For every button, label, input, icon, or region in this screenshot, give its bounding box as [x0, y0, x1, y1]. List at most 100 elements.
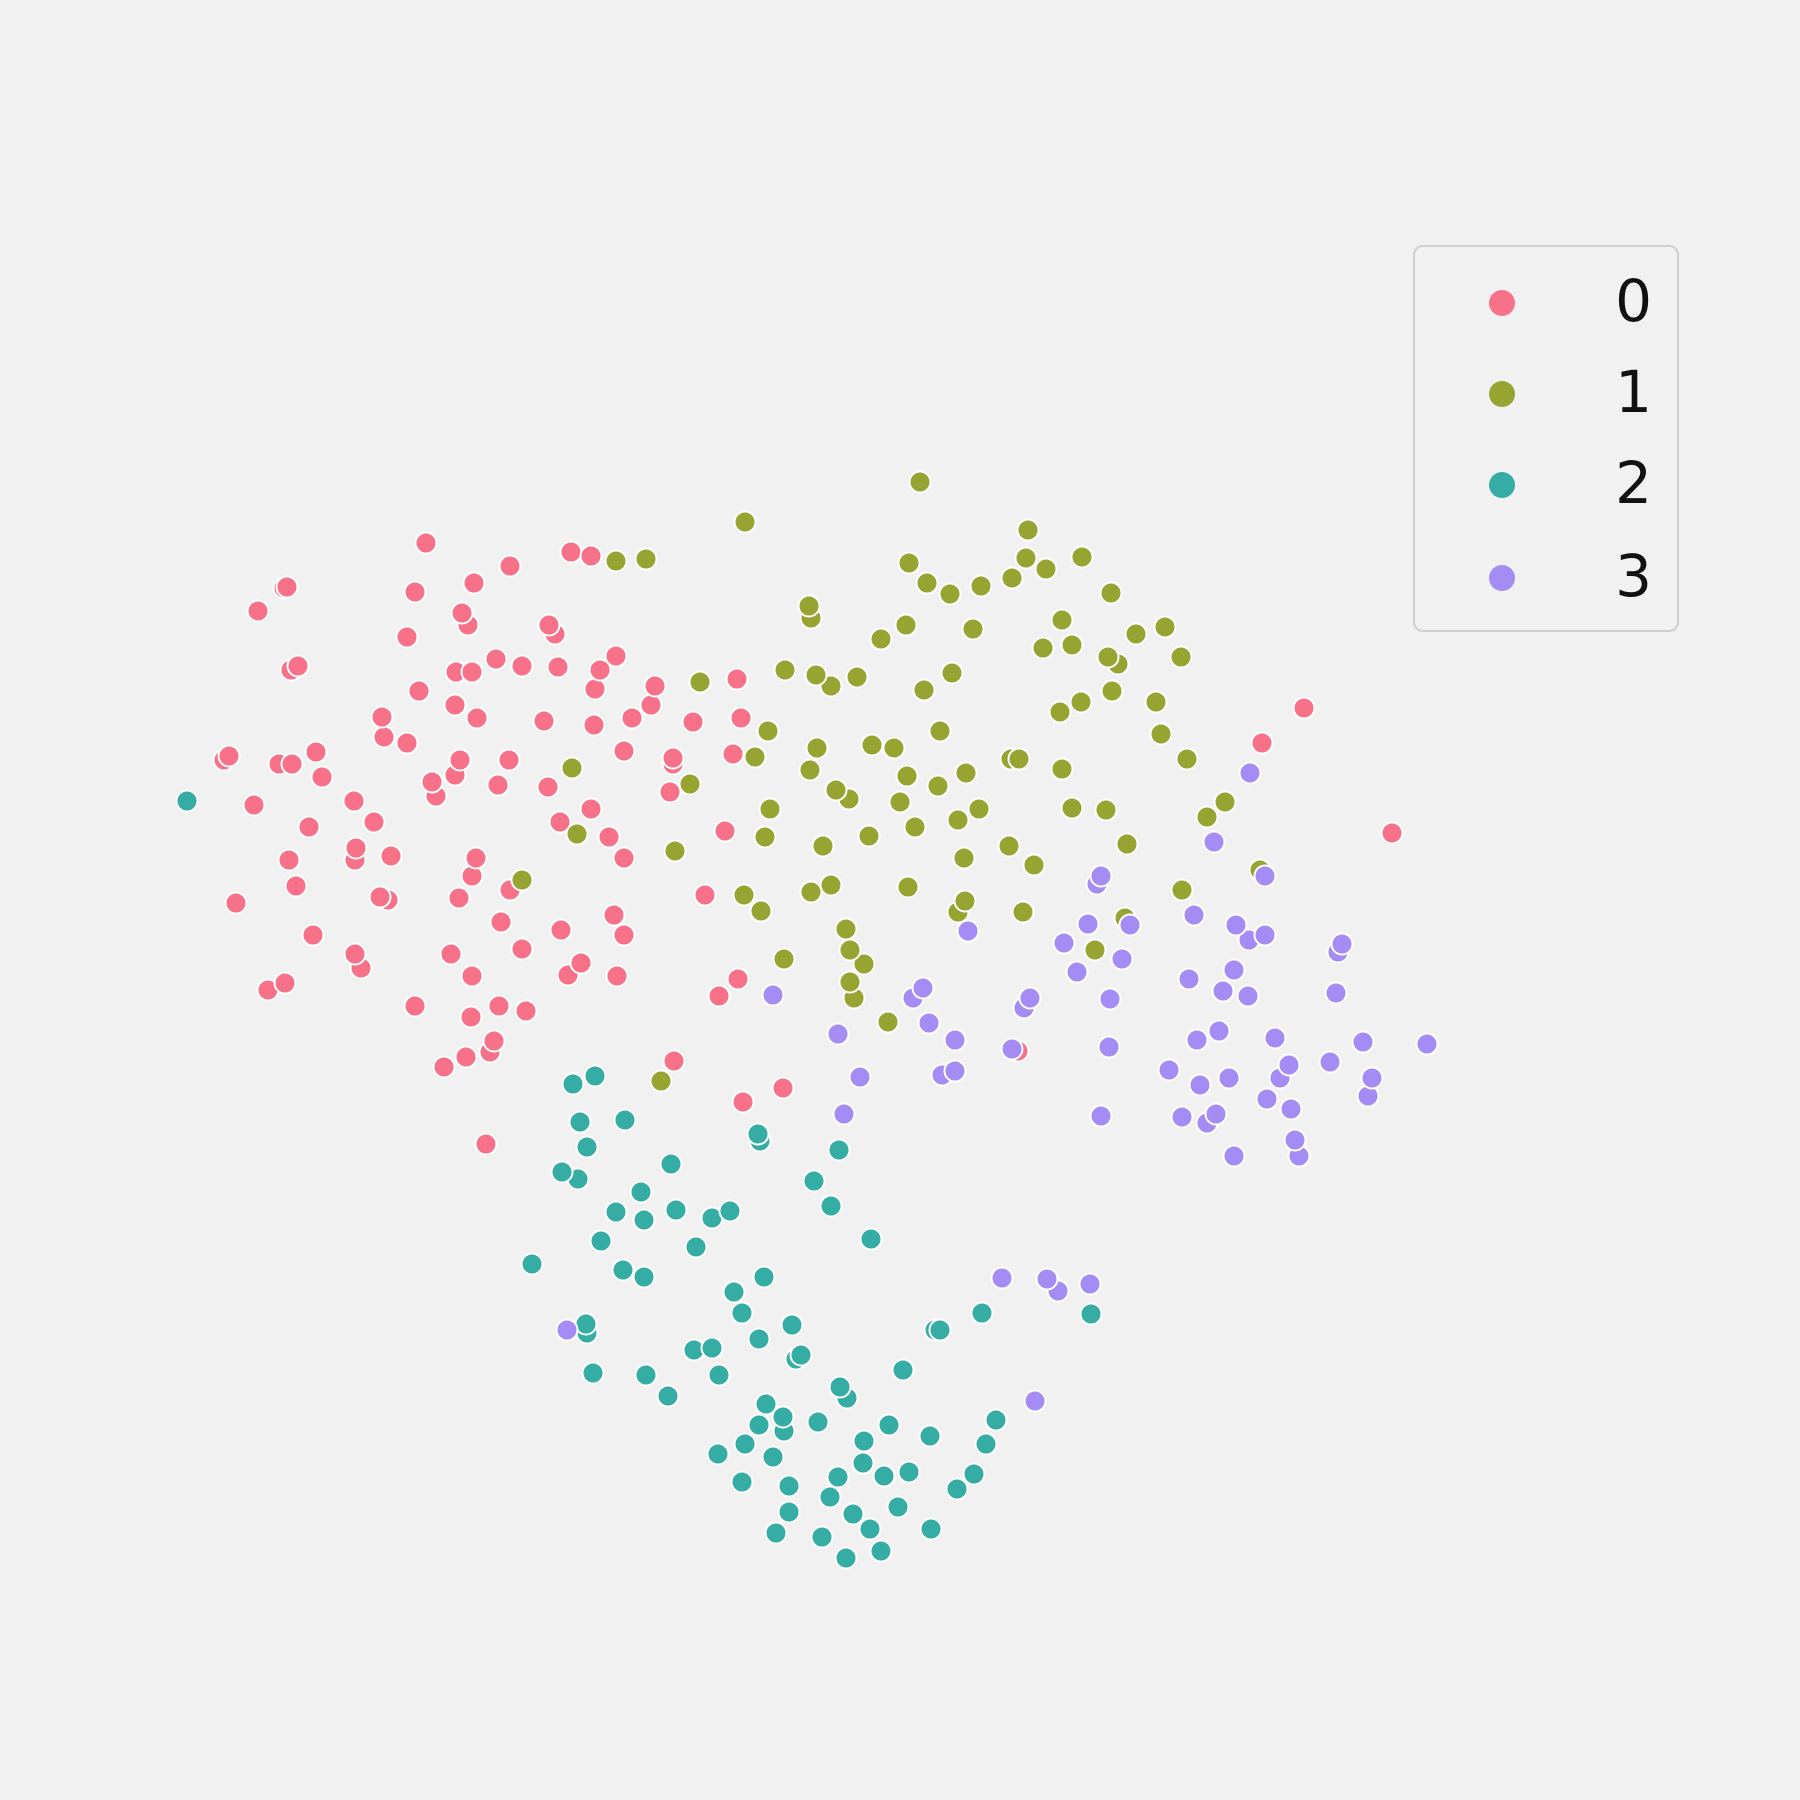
point-series-0-57 — [310, 765, 334, 789]
point-series-1-4 — [852, 952, 876, 976]
point-series-0-74 — [465, 706, 489, 730]
point-series-0-92 — [510, 654, 534, 678]
point-series-3-13 — [832, 1102, 856, 1126]
point-series-2-42 — [747, 1327, 771, 1351]
point-series-1-50 — [1175, 747, 1199, 771]
point-series-3-21 — [848, 1065, 872, 1089]
point-series-2-68 — [802, 1169, 826, 1193]
point-series-3-54 — [1253, 923, 1277, 947]
point-series-1-76 — [894, 613, 918, 637]
point-series-1-38 — [888, 790, 912, 814]
point-series-2-74 — [568, 1110, 592, 1134]
point-series-0-16 — [726, 967, 750, 991]
point-series-3-64 — [1238, 761, 1262, 785]
point-series-1-62 — [1100, 679, 1124, 703]
point-series-0-39 — [464, 846, 488, 870]
point-series-1-24 — [811, 834, 835, 858]
point-series-1-15 — [799, 880, 823, 904]
point-series-3-5 — [990, 1266, 1014, 1290]
series-3 — [555, 761, 1439, 1413]
point-series-1-30 — [903, 815, 927, 839]
point-series-0-69 — [721, 742, 745, 766]
point-series-2-24 — [747, 1413, 771, 1437]
point-series-1-68 — [773, 658, 797, 682]
point-series-1-42 — [926, 774, 950, 798]
point-series-2-78 — [175, 789, 199, 813]
point-series-0-106 — [462, 571, 486, 595]
point-series-0-29 — [602, 903, 626, 927]
point-series-3-28 — [1097, 1035, 1121, 1059]
point-series-0-99 — [537, 613, 561, 637]
point-series-1-22 — [1022, 853, 1046, 877]
point-series-0-78 — [681, 710, 705, 734]
point-series-2-52 — [632, 1265, 656, 1289]
point-series-2-31 — [656, 1384, 680, 1408]
point-series-2-21 — [852, 1429, 876, 1453]
point-series-3-49 — [1110, 947, 1134, 971]
point-series-0-110 — [414, 531, 438, 555]
point-series-0-64 — [448, 748, 472, 772]
point-series-0-80 — [1250, 731, 1274, 755]
point-series-3-11 — [1170, 1105, 1194, 1129]
point-series-0-97 — [395, 625, 419, 649]
point-series-3-18 — [1217, 1066, 1241, 1090]
point-series-3-24 — [1157, 1058, 1181, 1082]
point-series-1-73 — [1060, 633, 1084, 657]
point-series-1-56 — [928, 719, 952, 743]
point-series-0-85 — [643, 674, 667, 698]
point-series-2-1 — [869, 1539, 893, 1563]
point-series-1-86 — [1000, 566, 1024, 590]
point-series-1-77 — [961, 617, 985, 641]
point-series-3-55 — [956, 919, 980, 943]
point-series-2-39 — [700, 1336, 724, 1360]
legend-marker-2 — [1489, 472, 1515, 498]
point-series-3-30 — [1185, 1028, 1209, 1052]
point-series-0-30 — [224, 891, 248, 915]
point-series-3-56 — [1118, 913, 1142, 937]
point-series-1-71 — [1169, 645, 1193, 669]
point-series-0-108 — [559, 540, 583, 564]
point-series-2-30 — [754, 1392, 778, 1416]
point-series-0-104 — [275, 575, 299, 599]
point-series-2-65 — [629, 1180, 653, 1204]
point-series-2-20 — [733, 1432, 757, 1456]
legend-label-2: 2 — [1615, 449, 1652, 517]
legend-label-3: 3 — [1615, 542, 1652, 610]
point-series-2-59 — [604, 1200, 628, 1224]
point-series-1-44 — [954, 761, 978, 785]
point-series-3-46 — [1177, 967, 1201, 991]
point-series-1-17 — [896, 875, 920, 899]
point-series-2-27 — [806, 1410, 830, 1434]
point-series-0-79 — [729, 706, 753, 730]
point-series-2-19 — [706, 1442, 730, 1466]
point-series-2-14 — [872, 1464, 896, 1488]
point-series-0-51 — [342, 789, 366, 813]
point-series-2-12 — [945, 1477, 969, 1501]
point-series-2-33 — [828, 1375, 852, 1399]
point-series-1-5 — [772, 947, 796, 971]
point-series-0-3 — [432, 1055, 456, 1079]
point-series-1-16 — [819, 873, 843, 897]
point-series-0-55 — [536, 775, 560, 799]
point-series-3-38 — [1018, 986, 1042, 1010]
point-series-1-34 — [758, 797, 782, 821]
point-series-0-72 — [395, 731, 419, 755]
point-series-2-9 — [818, 1485, 842, 1509]
point-series-0-4 — [454, 1045, 478, 1069]
point-series-3-59 — [1182, 903, 1206, 927]
point-series-0-89 — [286, 654, 310, 678]
point-series-3-6 — [1222, 1144, 1246, 1168]
point-series-2-28 — [877, 1413, 901, 1437]
point-series-0-7 — [662, 1049, 686, 1073]
point-series-2-58 — [859, 1227, 883, 1251]
point-series-0-31 — [447, 886, 471, 910]
point-series-1-67 — [688, 670, 712, 694]
point-series-3-32 — [1351, 1030, 1375, 1054]
point-series-1-65 — [845, 665, 869, 689]
point-series-0-26 — [549, 918, 573, 942]
point-series-0-63 — [304, 740, 328, 764]
point-series-1-94 — [733, 510, 757, 534]
point-series-1-33 — [967, 797, 991, 821]
point-series-0-50 — [242, 793, 266, 817]
